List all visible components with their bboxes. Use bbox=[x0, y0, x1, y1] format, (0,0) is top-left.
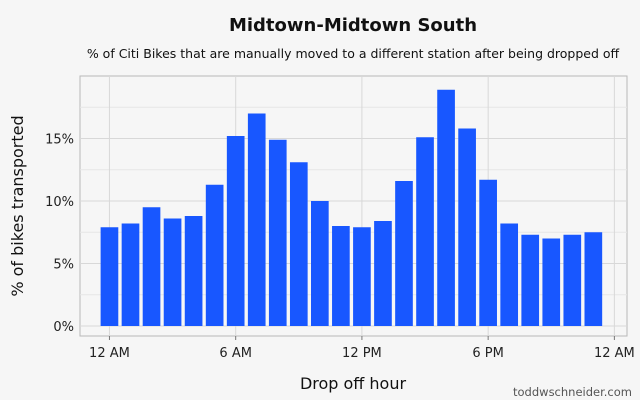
x-tick-label: 12 PM bbox=[342, 346, 382, 361]
y-tick-label: 15% bbox=[45, 133, 74, 148]
bar bbox=[268, 139, 287, 326]
y-tick-label: 10% bbox=[45, 195, 74, 210]
bar bbox=[289, 162, 308, 326]
bar bbox=[458, 128, 476, 326]
chart-subtitle: % of Citi Bikes that are manually moved … bbox=[87, 46, 620, 61]
bar bbox=[542, 238, 561, 326]
bar bbox=[226, 136, 245, 326]
x-tick-label: 12 AM bbox=[89, 346, 130, 361]
bar bbox=[332, 226, 350, 326]
x-tick-label: 6 AM bbox=[219, 346, 252, 361]
credit-text: toddwschneider.com bbox=[513, 385, 632, 399]
y-ticks: 0% 5% 10% 15% bbox=[45, 133, 74, 336]
bar bbox=[205, 184, 224, 326]
bar bbox=[163, 218, 182, 326]
x-tick-label: 6 PM bbox=[472, 346, 503, 361]
bar bbox=[500, 223, 519, 326]
bar bbox=[374, 221, 392, 326]
bar bbox=[479, 179, 497, 326]
bar bbox=[563, 234, 582, 326]
x-axis-label: Drop off hour bbox=[300, 374, 407, 393]
bar bbox=[521, 234, 540, 326]
x-tick-label: 12 AM bbox=[594, 346, 635, 361]
bar bbox=[142, 207, 161, 326]
plot-panel bbox=[79, 75, 628, 337]
bar bbox=[311, 201, 329, 326]
bar bbox=[395, 181, 413, 326]
bar bbox=[247, 113, 266, 326]
bar bbox=[416, 137, 434, 326]
x-ticks: 12 AM 6 AM 12 PM 6 PM 12 AM bbox=[89, 336, 635, 361]
bars bbox=[100, 89, 603, 326]
chart-title: Midtown-Midtown South bbox=[229, 15, 477, 36]
y-tick-label: 5% bbox=[53, 258, 74, 273]
bar bbox=[100, 227, 119, 326]
bar bbox=[121, 223, 140, 326]
y-axis-label: % of bikes transported bbox=[8, 115, 27, 296]
bar bbox=[437, 89, 455, 326]
bar bbox=[184, 216, 203, 326]
bar bbox=[353, 227, 371, 326]
y-tick-label: 0% bbox=[53, 320, 74, 335]
bar bbox=[584, 232, 603, 326]
